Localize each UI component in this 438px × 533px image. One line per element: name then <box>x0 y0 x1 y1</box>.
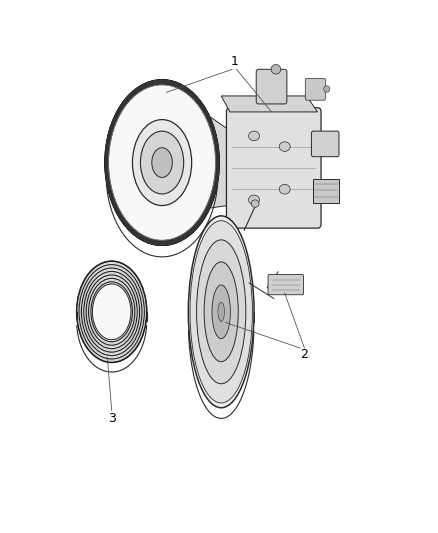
Ellipse shape <box>77 261 147 362</box>
Polygon shape <box>221 96 318 112</box>
Ellipse shape <box>190 221 252 403</box>
Ellipse shape <box>197 240 246 384</box>
FancyBboxPatch shape <box>311 131 339 157</box>
Ellipse shape <box>249 131 259 141</box>
Ellipse shape <box>271 64 281 74</box>
Ellipse shape <box>152 148 172 177</box>
Text: 3: 3 <box>108 412 116 425</box>
Ellipse shape <box>249 195 259 205</box>
Ellipse shape <box>212 285 230 338</box>
FancyBboxPatch shape <box>256 69 287 104</box>
Ellipse shape <box>105 80 219 245</box>
Ellipse shape <box>324 86 330 92</box>
Polygon shape <box>210 117 230 208</box>
Text: 1: 1 <box>230 55 238 68</box>
Ellipse shape <box>279 184 290 194</box>
Polygon shape <box>313 179 339 203</box>
Ellipse shape <box>141 131 184 194</box>
Ellipse shape <box>132 119 192 206</box>
Ellipse shape <box>105 80 219 245</box>
FancyBboxPatch shape <box>305 78 325 100</box>
FancyBboxPatch shape <box>226 108 321 228</box>
Ellipse shape <box>251 200 259 207</box>
Ellipse shape <box>92 284 131 340</box>
Ellipse shape <box>152 148 172 177</box>
Ellipse shape <box>132 119 192 206</box>
Ellipse shape <box>279 142 290 151</box>
Ellipse shape <box>188 216 254 408</box>
Ellipse shape <box>218 302 224 321</box>
FancyBboxPatch shape <box>268 274 304 295</box>
Ellipse shape <box>204 262 238 362</box>
Text: 2: 2 <box>300 348 308 361</box>
Ellipse shape <box>141 131 184 194</box>
